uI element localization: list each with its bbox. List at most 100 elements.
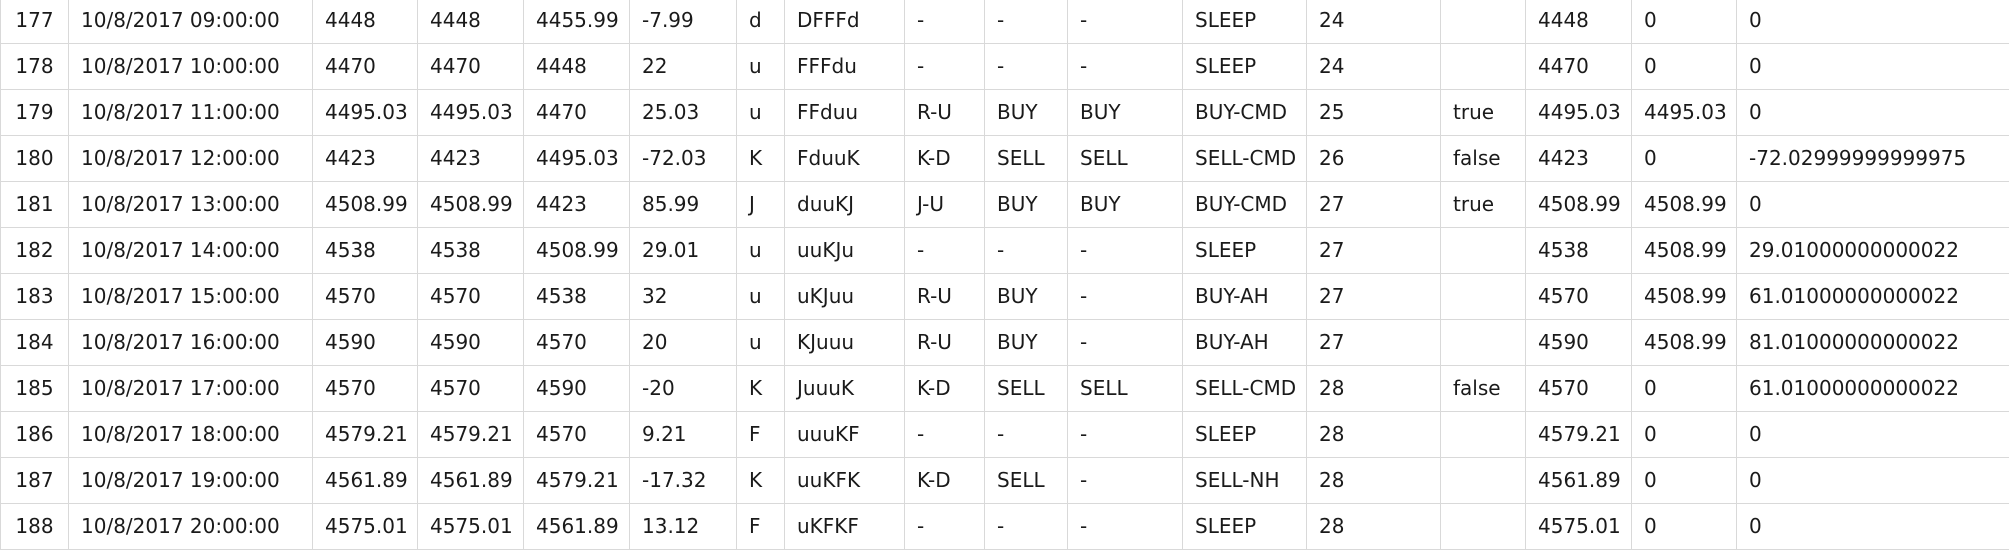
table-cell[interactable]: 10/8/2017 16:00:00 bbox=[69, 320, 313, 366]
table-cell[interactable]: 24 bbox=[1307, 44, 1441, 90]
table-cell[interactable]: 4538 bbox=[313, 228, 418, 274]
table-cell[interactable]: R-U bbox=[905, 274, 985, 320]
table-cell[interactable]: 10/8/2017 10:00:00 bbox=[69, 44, 313, 90]
table-cell[interactable] bbox=[1441, 228, 1526, 274]
table-cell[interactable]: 10/8/2017 15:00:00 bbox=[69, 274, 313, 320]
row-id-cell[interactable]: 177 bbox=[1, 0, 69, 44]
table-cell[interactable]: 28 bbox=[1307, 366, 1441, 412]
table-cell[interactable]: 4538 bbox=[418, 228, 524, 274]
table-cell[interactable]: 10/8/2017 19:00:00 bbox=[69, 458, 313, 504]
row-id-cell[interactable]: 180 bbox=[1, 136, 69, 182]
table-cell[interactable]: K-D bbox=[905, 366, 985, 412]
table-cell[interactable]: K-D bbox=[905, 136, 985, 182]
table-cell[interactable]: BUY-AH bbox=[1183, 320, 1307, 366]
table-cell[interactable]: - bbox=[985, 228, 1068, 274]
table-cell[interactable]: 10/8/2017 18:00:00 bbox=[69, 412, 313, 458]
table-cell[interactable]: 4570 bbox=[313, 274, 418, 320]
table-cell[interactable]: 10/8/2017 17:00:00 bbox=[69, 366, 313, 412]
table-cell[interactable]: u bbox=[737, 320, 785, 366]
table-cell[interactable]: -72.02999999999975 bbox=[1737, 136, 2009, 182]
table-cell[interactable]: 10/8/2017 13:00:00 bbox=[69, 182, 313, 228]
table-cell[interactable]: KJuuu bbox=[785, 320, 905, 366]
table-cell[interactable]: BUY bbox=[985, 90, 1068, 136]
row-id-cell[interactable]: 182 bbox=[1, 228, 69, 274]
table-cell[interactable]: 25.03 bbox=[630, 90, 737, 136]
table-cell[interactable]: 29.01 bbox=[630, 228, 737, 274]
table-cell[interactable]: BUY-CMD bbox=[1183, 182, 1307, 228]
table-cell[interactable] bbox=[1441, 412, 1526, 458]
table-cell[interactable]: - bbox=[905, 504, 985, 550]
table-cell[interactable]: 4495.03 bbox=[418, 90, 524, 136]
table-cell[interactable]: 4561.89 bbox=[313, 458, 418, 504]
row-id-cell[interactable]: 183 bbox=[1, 274, 69, 320]
table-cell[interactable]: SLEEP bbox=[1183, 228, 1307, 274]
table-cell[interactable]: - bbox=[905, 228, 985, 274]
row-id-cell[interactable]: 178 bbox=[1, 44, 69, 90]
table-cell[interactable]: 0 bbox=[1632, 458, 1737, 504]
row-id-cell[interactable]: 181 bbox=[1, 182, 69, 228]
table-cell[interactable]: 4470 bbox=[524, 90, 630, 136]
table-cell[interactable]: - bbox=[1068, 228, 1183, 274]
table-cell[interactable]: 0 bbox=[1737, 504, 2009, 550]
table-cell[interactable]: - bbox=[1068, 0, 1183, 44]
table-cell[interactable]: 0 bbox=[1632, 136, 1737, 182]
table-cell[interactable]: 10/8/2017 11:00:00 bbox=[69, 90, 313, 136]
table-cell[interactable]: 4508.99 bbox=[524, 228, 630, 274]
table-cell[interactable]: 4495.03 bbox=[1632, 90, 1737, 136]
table-cell[interactable]: SELL-CMD bbox=[1183, 366, 1307, 412]
table-cell[interactable]: 24 bbox=[1307, 0, 1441, 44]
row-id-cell[interactable]: 185 bbox=[1, 366, 69, 412]
table-cell[interactable]: 26 bbox=[1307, 136, 1441, 182]
table-cell[interactable]: 4455.99 bbox=[524, 0, 630, 44]
table-cell[interactable]: true bbox=[1441, 182, 1526, 228]
table-cell[interactable]: FFduu bbox=[785, 90, 905, 136]
table-cell[interactable]: duuKJ bbox=[785, 182, 905, 228]
table-cell[interactable]: 4495.03 bbox=[313, 90, 418, 136]
table-cell[interactable]: 4538 bbox=[1526, 228, 1632, 274]
table-cell[interactable]: - bbox=[905, 0, 985, 44]
table-cell[interactable]: u bbox=[737, 274, 785, 320]
table-cell[interactable]: - bbox=[1068, 504, 1183, 550]
table-cell[interactable]: true bbox=[1441, 90, 1526, 136]
table-cell[interactable]: 4575.01 bbox=[313, 504, 418, 550]
table-cell[interactable]: 0 bbox=[1632, 504, 1737, 550]
table-cell[interactable]: SELL bbox=[985, 366, 1068, 412]
row-id-cell[interactable]: 188 bbox=[1, 504, 69, 550]
table-cell[interactable]: uKFKF bbox=[785, 504, 905, 550]
table-cell[interactable]: BUY-AH bbox=[1183, 274, 1307, 320]
table-cell[interactable]: 4538 bbox=[524, 274, 630, 320]
table-cell[interactable]: 4423 bbox=[524, 182, 630, 228]
table-cell[interactable]: 4423 bbox=[418, 136, 524, 182]
table-cell[interactable]: F bbox=[737, 412, 785, 458]
table-cell[interactable]: 4570 bbox=[418, 274, 524, 320]
table-cell[interactable]: - bbox=[1068, 458, 1183, 504]
table-cell[interactable] bbox=[1441, 320, 1526, 366]
table-cell[interactable]: R-U bbox=[905, 320, 985, 366]
table-cell[interactable]: 4495.03 bbox=[524, 136, 630, 182]
table-cell[interactable]: 10/8/2017 14:00:00 bbox=[69, 228, 313, 274]
table-cell[interactable]: - bbox=[1068, 412, 1183, 458]
table-cell[interactable]: 4575.01 bbox=[418, 504, 524, 550]
table-cell[interactable]: 4570 bbox=[1526, 366, 1632, 412]
table-cell[interactable]: uuKJu bbox=[785, 228, 905, 274]
table-cell[interactable]: 0 bbox=[1737, 458, 2009, 504]
table-cell[interactable]: u bbox=[737, 228, 785, 274]
table-cell[interactable]: 4579.21 bbox=[418, 412, 524, 458]
table-cell[interactable]: - bbox=[985, 0, 1068, 44]
table-cell[interactable]: 9.21 bbox=[630, 412, 737, 458]
table-cell[interactable]: 0 bbox=[1737, 44, 2009, 90]
table-cell[interactable]: JuuuK bbox=[785, 366, 905, 412]
table-cell[interactable]: uuKFK bbox=[785, 458, 905, 504]
table-cell[interactable] bbox=[1441, 504, 1526, 550]
table-cell[interactable]: 4448 bbox=[1526, 0, 1632, 44]
table-cell[interactable]: SELL-CMD bbox=[1183, 136, 1307, 182]
table-cell[interactable]: 4561.89 bbox=[418, 458, 524, 504]
row-id-cell[interactable]: 187 bbox=[1, 458, 69, 504]
table-cell[interactable]: - bbox=[905, 44, 985, 90]
table-cell[interactable] bbox=[1441, 0, 1526, 44]
table-cell[interactable]: 4508.99 bbox=[1526, 182, 1632, 228]
table-cell[interactable]: 4579.21 bbox=[1526, 412, 1632, 458]
table-cell[interactable]: 27 bbox=[1307, 182, 1441, 228]
table-cell[interactable]: SLEEP bbox=[1183, 44, 1307, 90]
table-cell[interactable]: BUY bbox=[985, 182, 1068, 228]
